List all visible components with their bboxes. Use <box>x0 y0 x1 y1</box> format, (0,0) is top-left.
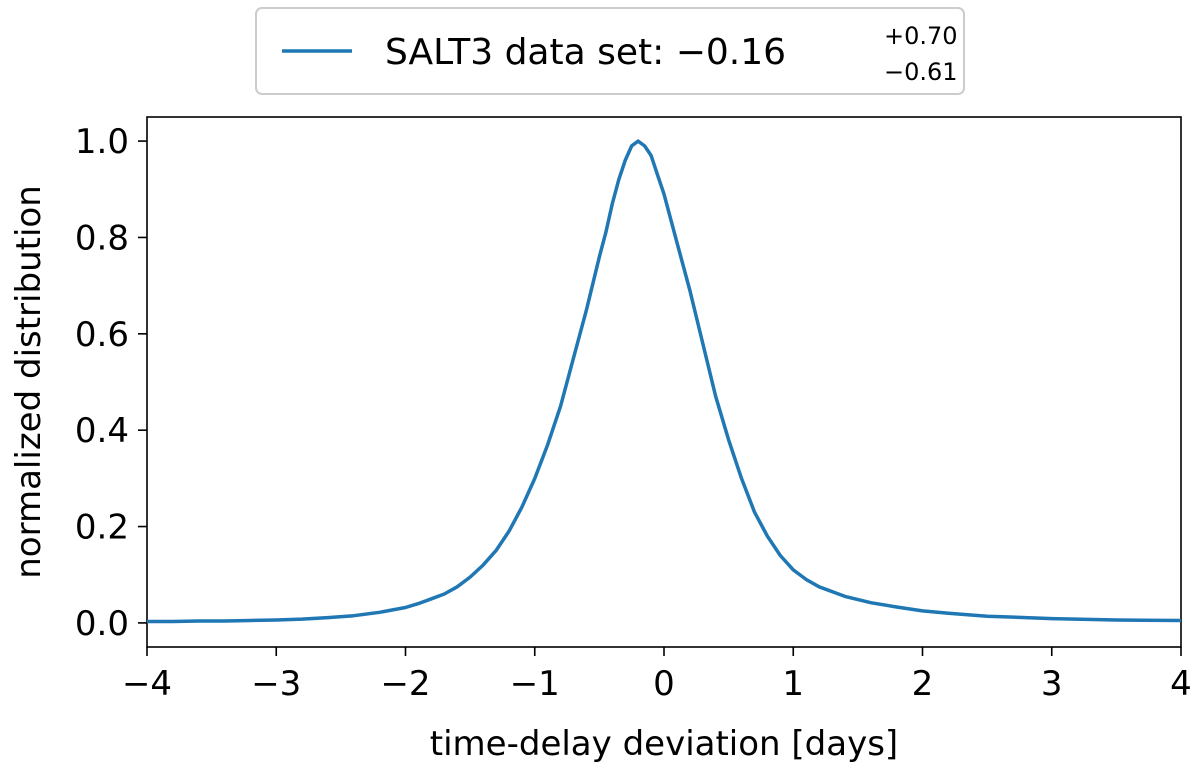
series-line-0 <box>147 139 1182 624</box>
y-axis-ticks: 0.0 0.2 0.4 0.6 0.8 1.0 <box>75 122 147 644</box>
x-axis-label: time-delay deviation [days] <box>430 724 898 764</box>
y-axis-label: normalized distribution <box>9 185 49 579</box>
x-tick-label: 3 <box>1041 664 1063 704</box>
x-tick-label: 1 <box>782 664 804 704</box>
legend-label-superscript: +0.70 <box>884 22 958 50</box>
y-tick-label: 0.6 <box>75 315 129 355</box>
x-tick-label: −3 <box>251 664 301 704</box>
y-tick-label: 0.0 <box>75 604 129 644</box>
x-tick-label: 0 <box>653 664 675 704</box>
y-tick-label: 0.8 <box>75 218 129 258</box>
x-tick-label: −2 <box>380 664 430 704</box>
x-tick-label: 4 <box>1170 664 1192 704</box>
legend-label: SALT3 data set: −0.16 <box>385 32 786 73</box>
x-tick-label: −1 <box>510 664 560 704</box>
y-tick-label: 0.2 <box>75 508 129 548</box>
y-tick-label: 1.0 <box>75 122 129 162</box>
series-layer <box>147 139 1182 624</box>
legend: SALT3 data set: −0.16 +0.70 −0.61 <box>255 7 965 95</box>
x-axis-ticks: −4 −3 −2 −1 0 1 2 3 4 <box>122 647 1192 704</box>
x-tick-label: −4 <box>122 664 172 704</box>
y-tick-label: 0.4 <box>75 411 129 451</box>
legend-label-subscript: −0.61 <box>884 58 958 86</box>
x-tick-label: 2 <box>912 664 934 704</box>
legend-box <box>255 7 965 95</box>
